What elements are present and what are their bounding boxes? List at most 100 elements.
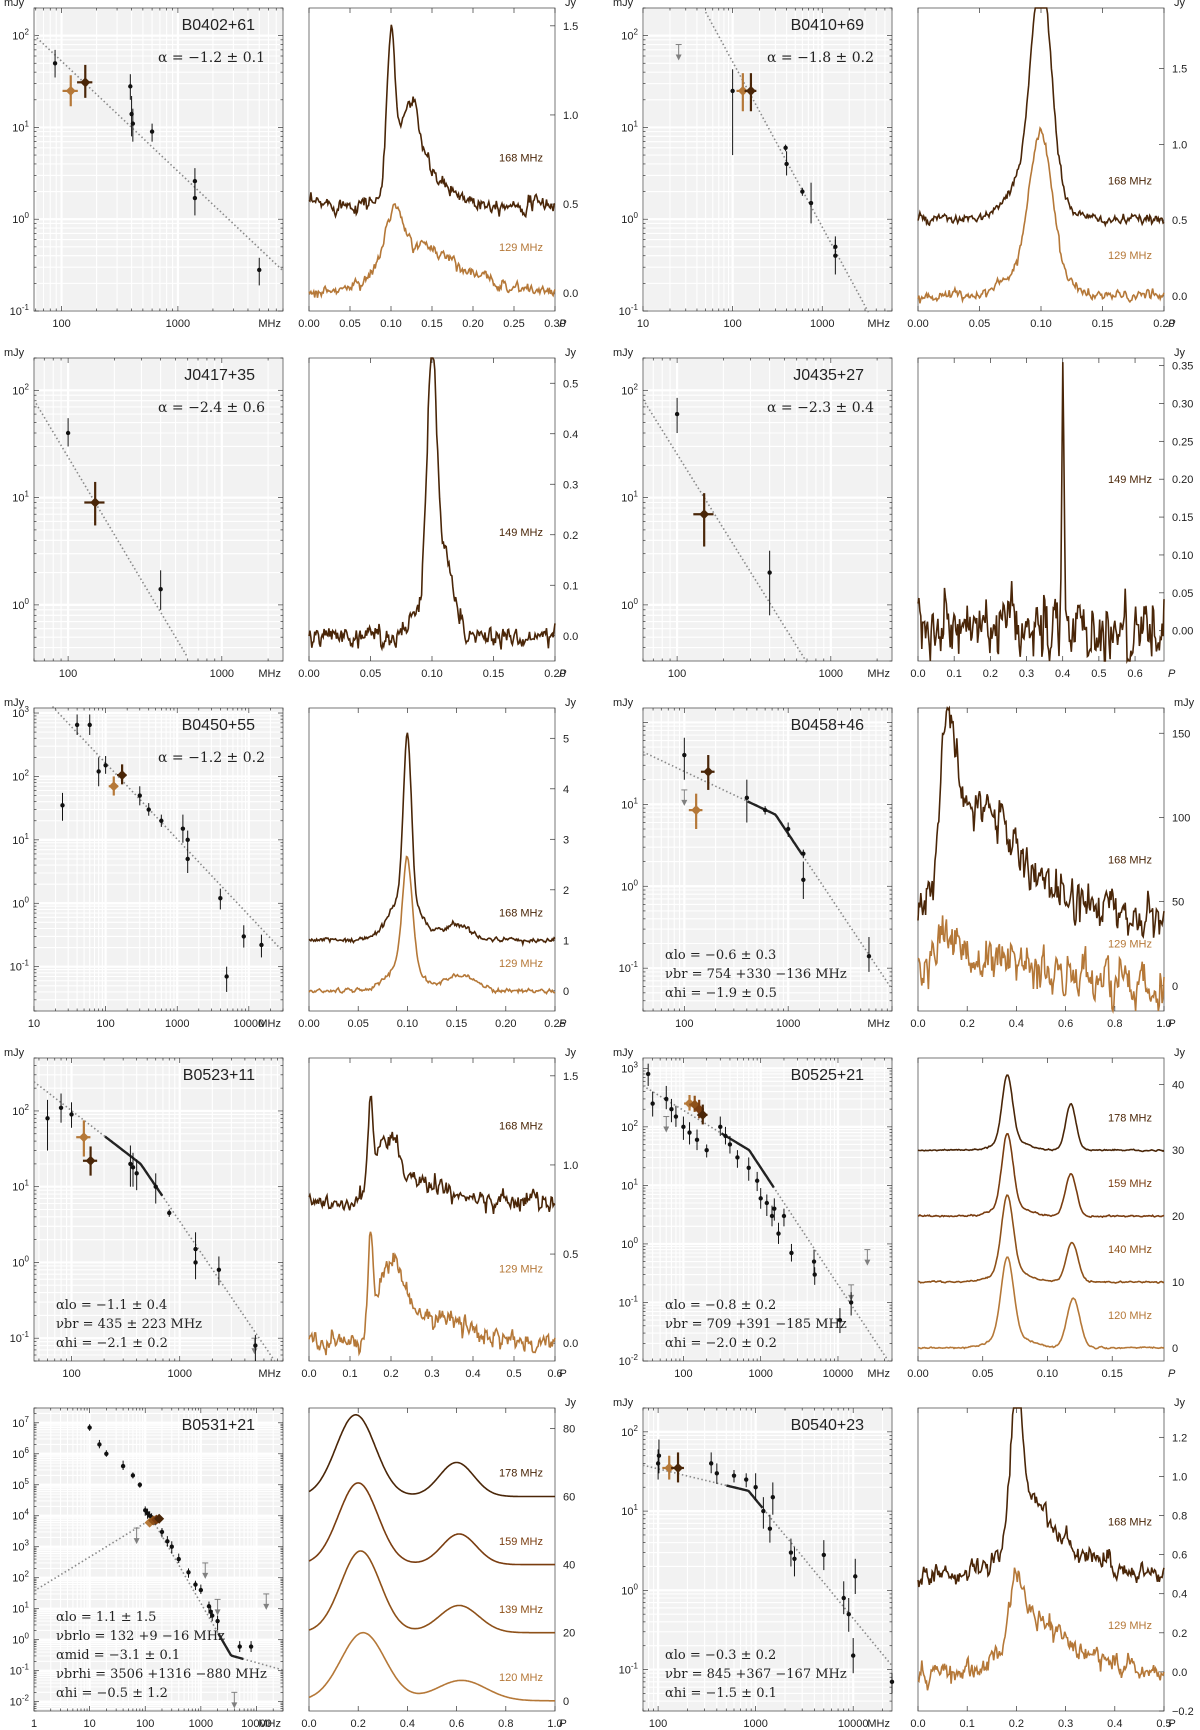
- spectrum-xtick-label: 10: [637, 318, 649, 330]
- profile-xtick-label: 0.0: [910, 1718, 925, 1730]
- spectrum-xtick-label: 10: [83, 1718, 95, 1730]
- pulsar-name: B0540+23: [791, 1417, 865, 1434]
- data-point: [169, 1544, 174, 1549]
- data-point: [784, 161, 789, 167]
- data-point: [87, 1425, 92, 1430]
- spectrum-xtick-label: 10000: [241, 1718, 272, 1730]
- profile-xtick-label: 0.8: [1107, 1018, 1122, 1030]
- fit-parameter: αlo = −0.3 ± 0.2: [665, 1648, 776, 1663]
- profile-frequency-label: 129 MHz: [1108, 1620, 1152, 1632]
- spectrum-ytick-label: 101: [621, 1503, 638, 1518]
- spectrum-frame: [33, 7, 284, 312]
- profile-xtick-label: 0.30: [544, 318, 565, 330]
- spectrum-background: [643, 8, 892, 311]
- fit-parameter: αhi = −0.5 ± 1.2: [56, 1686, 168, 1701]
- profile-ytick-label: 0.5: [563, 378, 578, 390]
- data-point: [128, 84, 133, 89]
- data-point: [866, 953, 872, 959]
- fit-parameter: νbr = 845 +367 −167 MHz: [665, 1667, 847, 1682]
- spectrum-ytick-label: 100: [621, 211, 638, 226]
- data-point: [69, 1112, 74, 1117]
- profile-x-unit: P: [1168, 668, 1176, 680]
- profile-xtick-label: 0.4: [1055, 668, 1070, 680]
- lofar-point: [117, 770, 128, 781]
- profile-xtick-label: 0.5: [506, 1368, 521, 1380]
- upper-limit-arrow: [263, 1593, 270, 1610]
- data-point: [198, 1587, 204, 1593]
- lofar-point: [154, 1513, 165, 1524]
- profile-line: [308, 1631, 555, 1702]
- fit-line-solid: [217, 1632, 244, 1661]
- profile-line: [308, 1414, 555, 1498]
- profile-y-unit: Jy: [1174, 1047, 1186, 1059]
- data-point: [772, 1206, 777, 1211]
- spectrum-ytick-label: 100: [12, 597, 29, 612]
- data-point: [257, 267, 262, 273]
- data-point: [669, 1107, 674, 1112]
- profile-frame: [308, 707, 556, 1012]
- spectrum-ytick-label: 102: [621, 1424, 638, 1439]
- profile-ytick-label: 0.10: [1172, 550, 1193, 562]
- data-point: [776, 1231, 781, 1236]
- spectrum-xtick-label: 100: [96, 1018, 114, 1030]
- data-point: [159, 1529, 165, 1535]
- data-point: [770, 1494, 776, 1500]
- profile-ytick-label: 100: [1172, 812, 1190, 824]
- profile-ytick-label: 20: [563, 1628, 575, 1640]
- spectrum-ytick-label: 102: [12, 28, 29, 43]
- pulsar-name: B0458+46: [791, 717, 865, 734]
- spectrum-x-unit: MHz: [258, 668, 281, 680]
- spectrum-xtick-label: 100: [674, 1368, 692, 1380]
- data-point: [193, 1582, 198, 1587]
- data-point: [137, 793, 142, 798]
- profile-xtick-label: 0.20: [462, 318, 483, 330]
- data-point: [841, 1595, 846, 1601]
- profile-frequency-label: 168 MHz: [499, 908, 543, 920]
- data-point: [215, 1618, 220, 1624]
- profile-xtick-label: 0.4: [1107, 1718, 1122, 1730]
- fit-parameter: νbrlo = 132 +9 −16 MHz: [56, 1629, 225, 1644]
- spectrum-x-unit: MHz: [867, 1368, 890, 1380]
- profile-line: [917, 126, 1165, 304]
- data-point: [664, 1096, 669, 1102]
- profile-frame: [917, 357, 1165, 662]
- profile-ytick-label: 40: [1172, 1079, 1184, 1091]
- data-point: [192, 195, 198, 201]
- profile-xtick-label: 0.2: [960, 1018, 975, 1030]
- spectrum-ytick-label: 102: [621, 1119, 638, 1134]
- profile-frame: [917, 1407, 1165, 1712]
- profile-xtick-label: 0.10: [397, 1018, 418, 1030]
- profile-line: [917, 1567, 1165, 1691]
- profile-frequency-label: 159 MHz: [499, 1536, 543, 1548]
- profile-xtick-label: 0.0: [301, 1718, 316, 1730]
- data-point: [185, 837, 190, 843]
- profile-xtick-label: 0.6: [1058, 1018, 1073, 1030]
- profile-x-unit: P: [559, 1018, 567, 1030]
- profile-xtick-label: 0.25: [544, 1018, 565, 1030]
- fit-parameter: νbrhi = 3506 +1316 −880 MHz: [56, 1667, 267, 1682]
- spectrum-frame: [33, 357, 284, 662]
- profile-xtick-label: 0.3: [1058, 1718, 1073, 1730]
- data-point: [723, 1133, 728, 1139]
- lofar-point: [85, 1155, 96, 1166]
- profile-ytick-label: 0.05: [1172, 588, 1193, 600]
- profile-xtick-label: 0.4: [1009, 1018, 1024, 1030]
- data-point: [216, 1267, 222, 1272]
- spectrum-ytick-label: 103: [12, 705, 29, 720]
- profile-ytick-label: 1.0: [1172, 1471, 1187, 1483]
- lofar-point: [90, 497, 101, 508]
- data-point: [769, 1213, 775, 1219]
- data-point: [758, 1196, 763, 1201]
- profile-xtick-label: 0.15: [1092, 318, 1113, 330]
- profile-ytick-label: 2: [563, 885, 569, 897]
- spectrum-frame: [642, 357, 893, 662]
- spectrum-x-unit: MHz: [867, 1718, 890, 1730]
- profile-frame: [917, 1057, 1165, 1362]
- profile-xtick-label: 0.0: [301, 1368, 316, 1380]
- data-point: [655, 1461, 661, 1466]
- profile-ytick-label: 1: [563, 935, 569, 947]
- spectrum-panel: 100 1000 100 101 102 MHz mJy J0417+35 α = −2.4 ±…: [4, 347, 284, 680]
- profile-frequency-label: 168 MHz: [499, 153, 543, 165]
- data-point: [767, 1526, 773, 1531]
- profile-line: [308, 1231, 556, 1357]
